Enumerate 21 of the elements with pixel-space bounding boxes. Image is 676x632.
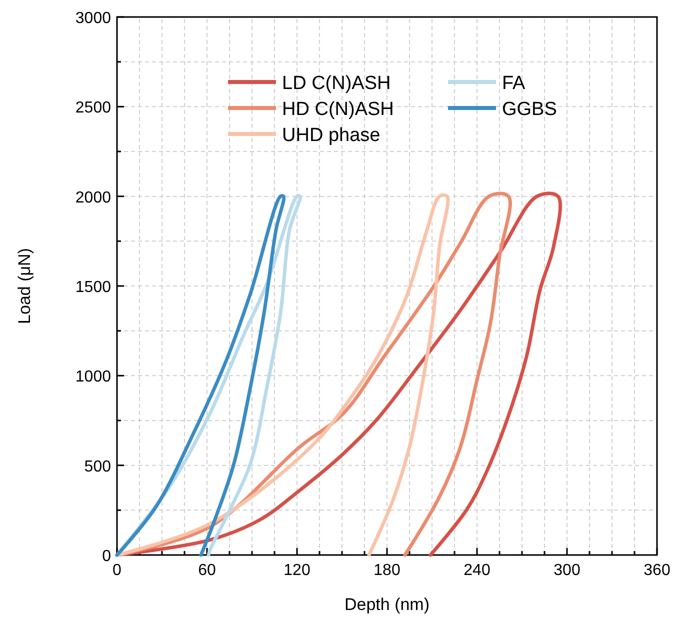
legend-label: FA [502, 73, 526, 94]
legend-label: HD C(N)ASH [282, 99, 394, 120]
y-tick-label: 3000 [75, 10, 112, 27]
x-tick-label: 360 [644, 562, 670, 579]
x-axis-title: Depth (nm) [344, 595, 430, 614]
x-tick-label: 120 [284, 562, 310, 579]
x-tick-label: 0 [112, 562, 122, 579]
y-axis-title: Load (μN) [15, 248, 34, 324]
y-tick-label: 0 [102, 548, 112, 565]
y-tick-label: 1000 [75, 368, 112, 386]
legend-label: LD C(N)ASH [282, 73, 391, 94]
x-tick-label: 240 [464, 562, 490, 579]
x-tick-label: 180 [374, 562, 400, 579]
legend-label: GGBS [502, 99, 557, 120]
x-tick-label: 60 [198, 562, 216, 579]
y-tick-label: 500 [84, 458, 112, 476]
y-tick-label: 2500 [75, 100, 112, 117]
x-tick-label: 300 [554, 562, 580, 579]
legend-label: UHD phase [282, 125, 380, 146]
y-tick-label: 2000 [75, 189, 112, 206]
y-tick-label: 1500 [75, 279, 112, 296]
